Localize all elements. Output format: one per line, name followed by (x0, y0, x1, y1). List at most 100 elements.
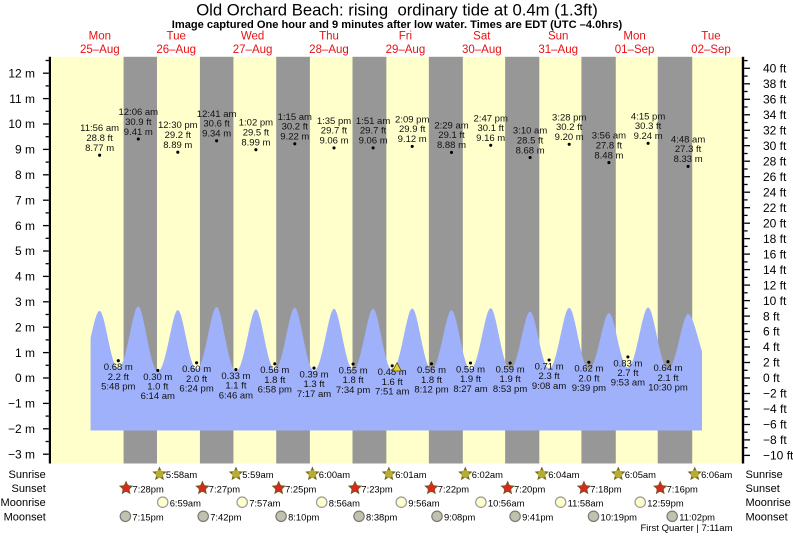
svg-text:Sunset: Sunset (12, 483, 46, 495)
svg-text:10:30 pm: 10:30 pm (648, 383, 688, 394)
svg-text:0.64 m: 0.64 m (653, 363, 682, 374)
svg-text:−6 ft: −6 ft (763, 418, 787, 432)
svg-text:9:41pm: 9:41pm (522, 512, 553, 523)
svg-text:Fri: Fri (399, 31, 412, 43)
svg-text:7:28pm: 7:28pm (133, 483, 164, 494)
svg-text:4:48 am: 4:48 am (671, 134, 705, 145)
svg-text:7:34 pm: 7:34 pm (336, 385, 370, 396)
svg-text:29.1 ft: 29.1 ft (438, 130, 465, 141)
svg-text:28 ft: 28 ft (763, 154, 787, 168)
svg-text:Thu: Thu (319, 31, 339, 43)
svg-text:Sunset: Sunset (746, 483, 780, 495)
svg-text:6:06am: 6:06am (701, 469, 732, 480)
svg-text:3 m: 3 m (15, 295, 35, 309)
svg-text:Sunrise: Sunrise (746, 469, 783, 481)
svg-text:1.1 ft: 1.1 ft (225, 381, 246, 392)
svg-text:7:17 am: 7:17 am (297, 389, 331, 400)
svg-text:0.68 m: 0.68 m (104, 362, 133, 373)
svg-text:4:15 pm: 4:15 pm (631, 111, 665, 122)
svg-text:0.30 m: 0.30 m (143, 372, 172, 383)
svg-text:27–Aug: 27–Aug (233, 44, 273, 56)
svg-text:7:18pm: 7:18pm (590, 483, 621, 494)
svg-text:6:04am: 6:04am (548, 469, 579, 480)
svg-text:8.48 m: 8.48 m (594, 150, 623, 161)
svg-text:0.48 m: 0.48 m (378, 367, 407, 378)
svg-text:11 m: 11 m (9, 92, 35, 106)
svg-text:30 ft: 30 ft (763, 139, 787, 153)
svg-text:2 m: 2 m (15, 320, 35, 334)
svg-text:1:51 am: 1:51 am (356, 116, 390, 127)
svg-text:−2 ft: −2 ft (763, 387, 787, 401)
svg-text:2 ft: 2 ft (763, 356, 780, 370)
svg-text:6:24 pm: 6:24 pm (179, 384, 213, 395)
svg-text:0.59 m: 0.59 m (456, 364, 485, 375)
svg-text:0.55 m: 0.55 m (339, 365, 368, 376)
svg-text:7:16pm: 7:16pm (667, 483, 698, 494)
svg-text:8:12 pm: 8:12 pm (414, 385, 448, 396)
svg-text:25–Aug: 25–Aug (80, 44, 120, 56)
svg-text:0.39 m: 0.39 m (299, 370, 328, 381)
svg-text:9.06 m: 9.06 m (319, 136, 348, 147)
svg-text:8 ft: 8 ft (763, 309, 780, 323)
svg-text:4 m: 4 m (15, 270, 35, 284)
svg-text:12:41 am: 12:41 am (197, 109, 237, 120)
svg-text:8.33 m: 8.33 m (674, 154, 703, 165)
svg-text:0.33 m: 0.33 m (221, 371, 250, 382)
svg-text:7:15pm: 7:15pm (132, 512, 163, 523)
svg-text:Sun: Sun (548, 31, 568, 43)
svg-text:8:10pm: 8:10pm (288, 512, 319, 523)
svg-text:18 ft: 18 ft (763, 232, 787, 246)
svg-text:9.24 m: 9.24 m (634, 131, 663, 142)
svg-text:10:56am: 10:56am (488, 497, 525, 508)
svg-text:−8 ft: −8 ft (763, 433, 787, 447)
svg-text:3:10 am: 3:10 am (513, 126, 547, 137)
svg-text:31–Aug: 31–Aug (538, 44, 578, 56)
svg-text:29.7 ft: 29.7 ft (360, 126, 387, 137)
svg-text:6:02am: 6:02am (472, 469, 503, 480)
svg-text:12:06 am: 12:06 am (118, 107, 158, 118)
svg-text:9.12 m: 9.12 m (398, 134, 427, 145)
svg-text:6 ft: 6 ft (763, 325, 780, 339)
svg-text:1 m: 1 m (15, 346, 35, 360)
svg-text:14 ft: 14 ft (763, 263, 787, 277)
svg-text:7:20pm: 7:20pm (514, 483, 545, 494)
svg-text:6:00am: 6:00am (319, 469, 350, 480)
svg-text:8:56am: 8:56am (329, 497, 360, 508)
svg-text:29.2 ft: 29.2 ft (165, 130, 192, 141)
svg-text:7:27pm: 7:27pm (209, 483, 240, 494)
svg-text:9.16 m: 9.16 m (476, 133, 505, 144)
svg-text:8 m: 8 m (15, 168, 35, 182)
svg-text:3:28 pm: 3:28 pm (552, 112, 586, 123)
svg-text:7:22pm: 7:22pm (438, 483, 469, 494)
svg-text:1.8 ft: 1.8 ft (264, 375, 285, 386)
svg-text:9:53 am: 9:53 am (611, 378, 645, 389)
svg-text:0.59 m: 0.59 m (496, 364, 525, 375)
svg-text:0.62 m: 0.62 m (574, 364, 603, 375)
svg-text:9.34 m: 9.34 m (202, 129, 231, 140)
svg-text:3:56 am: 3:56 am (592, 131, 626, 142)
svg-text:2.3 ft: 2.3 ft (539, 371, 560, 382)
svg-text:12:30 pm: 12:30 pm (158, 120, 198, 131)
svg-text:7:25pm: 7:25pm (285, 483, 316, 494)
svg-text:−3 m: −3 m (8, 447, 35, 461)
svg-text:2:47 pm: 2:47 pm (474, 113, 508, 124)
svg-text:12 ft: 12 ft (763, 278, 787, 292)
svg-text:0.71 m: 0.71 m (535, 361, 564, 372)
svg-text:9:56am: 9:56am (408, 497, 439, 508)
svg-text:2:29 am: 2:29 am (434, 120, 468, 131)
svg-text:6:59am: 6:59am (170, 497, 201, 508)
svg-text:6 m: 6 m (15, 219, 35, 233)
svg-text:28.5 ft: 28.5 ft (517, 135, 544, 146)
svg-text:30.9 ft: 30.9 ft (125, 117, 152, 128)
svg-text:01–Sep: 01–Sep (615, 44, 655, 56)
svg-text:Mon: Mon (89, 31, 111, 43)
svg-text:0.83 m: 0.83 m (613, 358, 642, 369)
svg-text:30.2 ft: 30.2 ft (556, 122, 583, 133)
svg-text:Sunrise: Sunrise (9, 469, 46, 481)
svg-text:5:58am: 5:58am (166, 469, 197, 480)
svg-text:2.0 ft: 2.0 ft (578, 373, 599, 384)
svg-text:−4 ft: −4 ft (763, 402, 787, 416)
svg-text:30.1 ft: 30.1 ft (477, 123, 504, 134)
svg-text:1:15 am: 1:15 am (278, 112, 312, 123)
svg-text:1.9 ft: 1.9 ft (460, 374, 481, 385)
